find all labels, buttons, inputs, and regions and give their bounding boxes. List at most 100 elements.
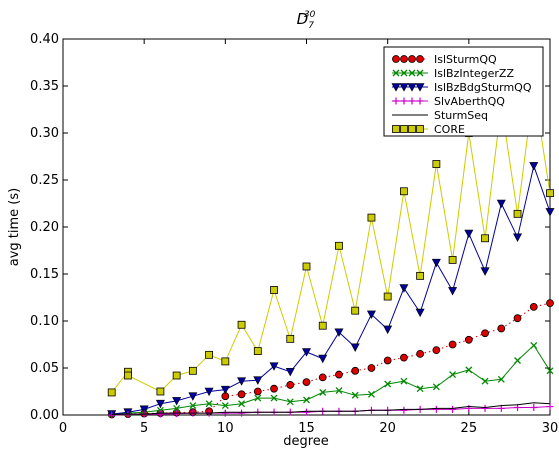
data-point [408,125,416,133]
data-point [383,325,393,335]
data-point [384,380,392,388]
data-point [400,125,408,133]
y-axis-label: avg time (s) [7,188,22,266]
data-point [416,97,424,105]
y-tick-label: 0.10 [30,314,59,329]
data-point [302,378,311,387]
data-point [221,409,229,417]
data-point [546,367,554,375]
legend-items: IslSturmQQIslBzIntegerZZIslBzBdgSturmQQS… [391,53,532,136]
data-point [335,387,343,395]
data-point [335,370,343,379]
data-point [481,377,489,385]
data-point [545,208,555,217]
data-point [253,376,263,385]
data-point [253,347,262,355]
data-point [408,69,416,77]
data-point [513,314,522,323]
data-point [529,162,539,171]
series-line [111,344,551,415]
x-axis-label: degree [283,434,329,449]
data-point [238,400,246,408]
data-point [415,308,425,318]
data-point [286,381,295,389]
legend-label: CORE [434,123,465,136]
series-line [111,402,551,415]
data-point [416,55,424,63]
data-point [270,394,278,402]
data-point [204,387,214,397]
legend-label: SturmSeq [434,109,488,122]
data-point [465,366,473,374]
data-point [155,399,165,409]
data-point [205,350,214,359]
legend: IslSturmQQIslBzIntegerZZIslBzBdgSturmQQS… [383,46,544,137]
data-point [392,97,400,105]
data-point [335,241,343,250]
x-tick-label: 0 [59,421,67,436]
data-point [464,229,474,239]
data-point [496,199,506,209]
data-point [205,400,213,408]
y-tick-label: 0.00 [30,408,59,423]
legend-label: SlvAberthQQ [434,95,505,108]
data-point [449,405,457,413]
data-point [416,385,424,393]
data-point [366,310,376,320]
data-point [432,346,441,355]
data-point [514,357,521,364]
data-point [400,377,408,385]
data-point [416,271,425,280]
data-point [529,302,538,311]
data-point [400,406,408,414]
legend-entry: IslSturmQQ [392,53,497,66]
data-point [408,55,416,63]
data-point [221,402,229,410]
data-point [270,384,278,393]
data-point [302,262,311,271]
legend-entry: SlvAberthQQ [392,95,505,108]
data-point [383,292,392,301]
data-point [399,187,408,196]
data-point [173,404,181,412]
x-tick-label: 5 [140,421,148,436]
data-point [334,328,344,337]
data-point [400,55,408,63]
legend-entry: CORE [392,123,465,136]
data-point [238,409,246,417]
data-point [416,349,425,358]
data-point [407,83,417,92]
series-line [111,302,551,415]
data-point [107,388,116,397]
data-point [448,255,457,264]
data-point [432,405,440,413]
series-layer [107,83,555,419]
data-point [383,356,392,365]
data-point [156,406,164,414]
data-point [465,404,473,412]
data-point [188,366,197,375]
title-sup: 30 [304,10,316,20]
data-point [367,213,376,222]
legend-label: IslBzIntegerZZ [434,67,514,80]
data-point [286,398,294,406]
series-line [111,87,551,393]
data-point [513,233,523,242]
series-IslBzBdgSturmQQ [107,162,555,419]
data-point [399,284,409,293]
data-point [416,125,424,133]
data-point [530,341,538,349]
title-base: D [297,10,309,28]
y-tick-label: 0.30 [30,126,59,141]
data-point [302,348,311,357]
series-IslSturmQQ [107,299,554,419]
data-point [108,411,116,419]
data-point [237,377,247,386]
legend-entry: SturmSeq [392,109,488,122]
data-point [124,371,132,380]
data-point [399,83,409,92]
data-point [269,362,279,371]
data-point [139,405,149,414]
data-point [318,354,328,364]
